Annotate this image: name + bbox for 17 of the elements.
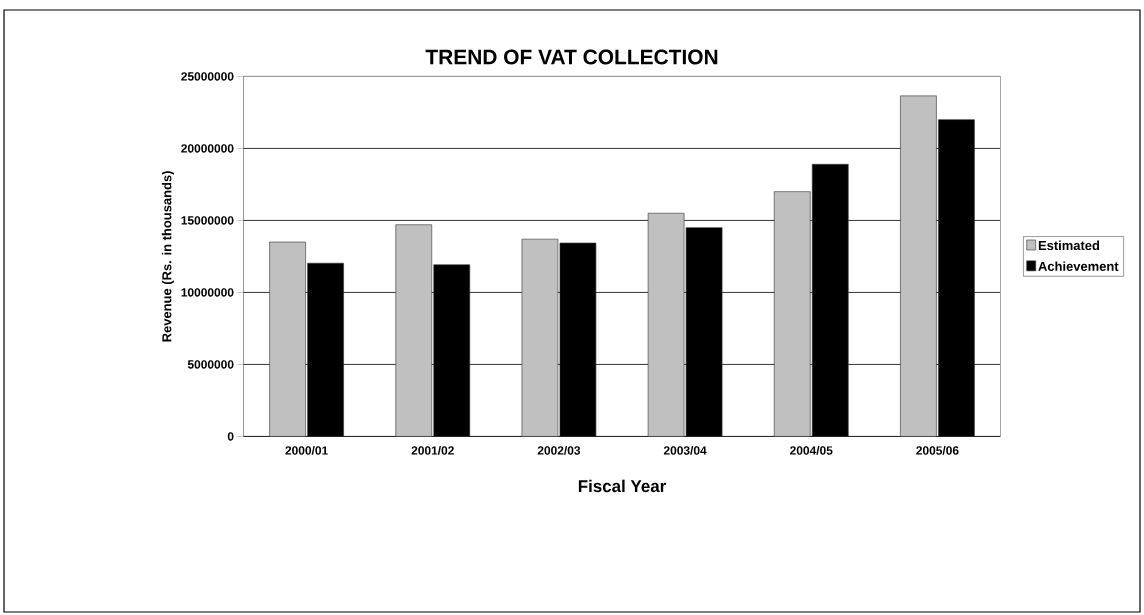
y-tick-label: 10000000	[181, 288, 234, 297]
y-tick-label: 20000000	[181, 144, 234, 153]
x-tick-label: 2004/05	[790, 445, 833, 455]
y-tick-label: 0	[227, 432, 234, 441]
x-tick-label: 2003/04	[663, 445, 707, 455]
y-tick-label: 5000000	[187, 360, 234, 369]
chart-title: TREND OF VAT COLLECTION	[425, 49, 718, 65]
y-tick-label: 15000000	[181, 216, 234, 225]
y-tick-label: 25000000	[181, 72, 234, 81]
x-tick-label: 2000/01	[285, 445, 328, 455]
x-tick-label: 2005/06	[916, 445, 959, 455]
legend-label: Estimated	[1038, 240, 1100, 251]
x-axis-title: Fiscal Year	[578, 479, 666, 493]
x-tick-label: 2001/02	[411, 445, 454, 455]
legend-label: Achievement	[1038, 261, 1119, 271]
x-tick-label: 2002/03	[537, 445, 581, 455]
y-axis-title: Revenue (Rs. in thousands)	[161, 171, 174, 342]
